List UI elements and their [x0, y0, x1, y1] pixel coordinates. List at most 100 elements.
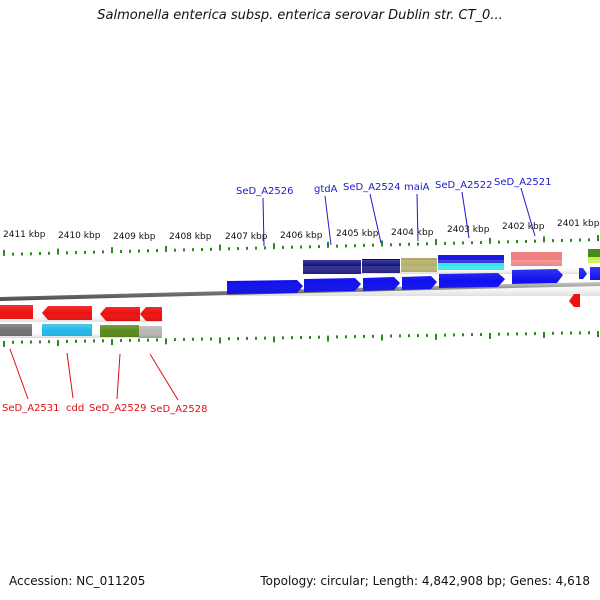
tick-mark	[390, 243, 392, 247]
tick-mark	[255, 246, 257, 250]
tick-mark	[435, 333, 437, 340]
gene-label[interactable]: cdd	[66, 403, 84, 414]
scale-ticks-inner	[3, 331, 599, 347]
scale-label: 2403 kbp	[447, 225, 490, 235]
scale-label: 2407 kbp	[225, 232, 268, 242]
tick-mark	[138, 338, 140, 342]
gene-label[interactable]: gtdA	[314, 184, 338, 195]
tick-mark	[282, 245, 284, 249]
tick-mark	[282, 336, 284, 340]
tick-mark	[219, 337, 221, 344]
tick-mark	[471, 333, 473, 337]
tick-mark	[417, 242, 419, 246]
tick-mark	[318, 245, 320, 249]
scale-ticks-outer	[3, 235, 599, 256]
scale-label: 2408 kbp	[169, 232, 212, 242]
tick-mark	[129, 338, 131, 342]
tick-mark	[3, 249, 5, 256]
reverse-gene-labels: SeD_A2531 cdd SeD_A2529 SeD_A2528	[2, 403, 208, 415]
tick-mark	[129, 249, 131, 253]
tick-mark	[525, 332, 527, 336]
tick-mark	[399, 243, 401, 246]
gene-label[interactable]: SeD_A2529	[89, 403, 147, 414]
tick-mark	[336, 244, 338, 248]
tick-mark	[12, 340, 14, 344]
gene-arrow[interactable]	[569, 294, 580, 307]
tick-mark	[579, 331, 581, 335]
tick-mark	[147, 338, 149, 342]
tick-mark	[12, 252, 14, 256]
tick-mark	[426, 333, 428, 337]
tick-mark	[561, 239, 563, 242]
tick-mark	[39, 340, 41, 344]
tick-mark	[111, 339, 113, 346]
tick-mark	[30, 340, 32, 344]
tick-mark	[345, 335, 347, 339]
tick-mark	[381, 240, 383, 247]
tick-mark	[273, 336, 275, 343]
tick-mark	[246, 336, 248, 340]
gene-label[interactable]: SeD_A2522	[435, 180, 493, 191]
tick-mark	[597, 235, 599, 242]
tick-mark	[237, 247, 239, 251]
tick-mark	[399, 334, 401, 338]
gene-label[interactable]: SeD_A2528	[150, 404, 208, 415]
tick-mark	[219, 244, 221, 251]
tick-mark	[525, 239, 527, 243]
tick-mark	[597, 331, 599, 338]
tick-mark	[183, 248, 185, 252]
tick-mark	[372, 243, 374, 247]
gene-label[interactable]: SeD_A2521	[494, 177, 552, 188]
tick-mark	[264, 336, 266, 340]
tick-mark	[363, 243, 365, 247]
tick-mark	[345, 244, 347, 248]
tick-mark	[363, 334, 365, 338]
tick-mark	[516, 332, 518, 336]
tick-mark	[75, 339, 77, 343]
tick-mark	[498, 240, 500, 244]
forward-genes	[227, 266, 600, 296]
tick-mark	[111, 247, 113, 254]
tick-mark	[138, 249, 140, 253]
tick-mark	[471, 241, 473, 245]
forward-gene-labels: SeD_A2526 gtdA SeD_A2524 maiA SeD_A2522 …	[236, 177, 552, 197]
reverse-cog-bars	[0, 324, 162, 338]
tick-mark	[57, 248, 59, 255]
tick-mark	[426, 242, 428, 246]
tick-mark	[588, 238, 590, 242]
tick-mark	[561, 331, 563, 335]
tick-mark	[201, 337, 203, 341]
scale-label: 2406 kbp	[280, 231, 323, 241]
tick-mark	[120, 339, 122, 342]
tick-mark	[273, 243, 275, 250]
scale-label: 2410 kbp	[58, 231, 101, 241]
gene-label[interactable]: SeD_A2524	[343, 182, 401, 193]
tick-mark	[507, 240, 509, 244]
gene-label[interactable]: maiA	[404, 182, 430, 193]
tick-mark	[543, 331, 545, 338]
tick-mark	[147, 249, 149, 253]
tick-mark	[30, 252, 32, 256]
tick-mark	[489, 332, 491, 339]
forward-label-leaders	[262, 187, 536, 247]
gene-label[interactable]: SeD_A2526	[236, 186, 294, 197]
tick-mark	[237, 337, 239, 341]
tick-mark	[327, 241, 329, 248]
tick-mark	[381, 334, 383, 341]
tick-mark	[201, 248, 203, 251]
tick-mark	[552, 331, 554, 335]
gene-label[interactable]: SeD_A2531	[2, 403, 60, 414]
tick-mark	[264, 246, 266, 250]
tick-mark	[165, 338, 167, 345]
tick-mark	[21, 252, 23, 256]
scale-label: 2404 kbp	[391, 228, 434, 238]
tick-mark	[210, 337, 212, 341]
tick-mark	[480, 241, 482, 244]
tick-mark	[372, 334, 374, 338]
tick-mark	[327, 335, 329, 342]
tick-mark	[192, 248, 194, 252]
tick-mark	[174, 248, 176, 252]
tick-mark	[588, 331, 590, 335]
tick-mark	[120, 250, 122, 253]
tick-mark	[453, 241, 455, 245]
